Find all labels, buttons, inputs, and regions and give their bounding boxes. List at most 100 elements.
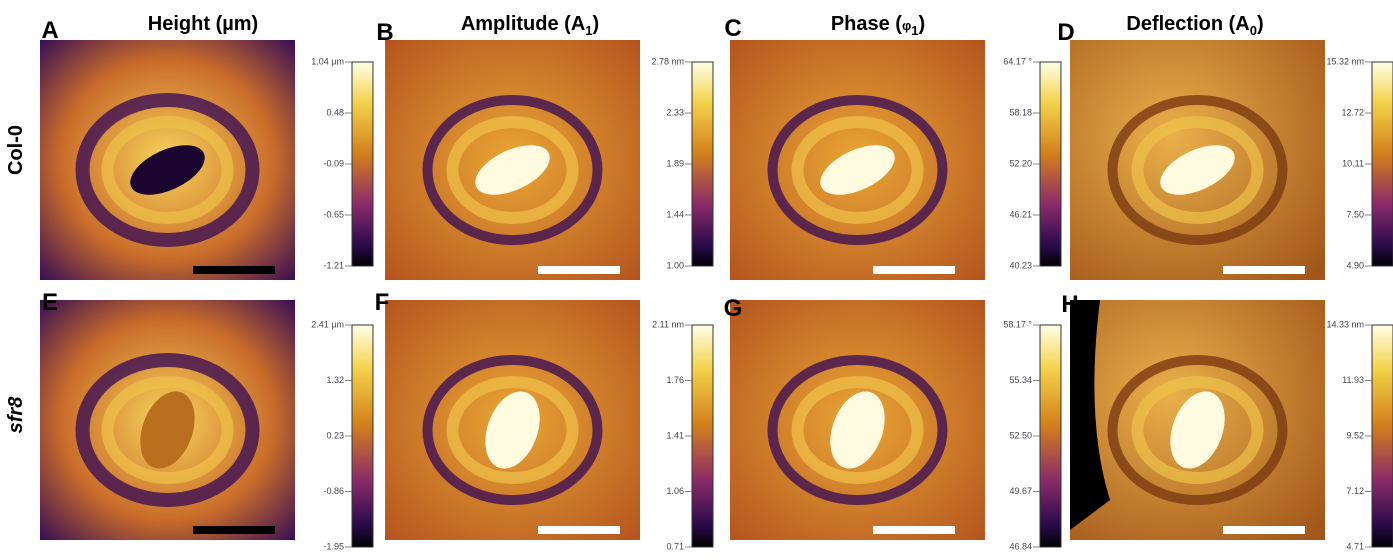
colorbar-tick-label: -1.21 <box>323 260 344 270</box>
colorbar-tick-label: 40.23 <box>1009 260 1032 270</box>
colorbar-tick-label: 0.71 <box>666 541 684 551</box>
stoma-pore <box>485 391 540 469</box>
scale-bar <box>538 266 620 274</box>
colorbar-tick-label: 1.32 <box>326 375 344 385</box>
colorbar-tick-label: 1.04 µm <box>311 56 344 66</box>
stoma-ring-inner <box>446 116 579 224</box>
stoma-ring-inner <box>1131 116 1264 224</box>
header-part: ) <box>919 13 926 35</box>
colorbar-tick-label: 46.21 <box>1009 209 1032 219</box>
header-part: 1 <box>585 23 592 38</box>
stoma-ring-inner <box>446 376 579 484</box>
colorbar-tick-label: 1.44 <box>666 209 684 219</box>
colorbar-tick-label: 2.33 <box>666 107 684 117</box>
colorbar <box>1039 61 1062 267</box>
colorbar-tick-label: 1.00 <box>666 260 684 270</box>
header-part: Phase ( <box>831 13 902 35</box>
colorbar-tick-label: 1.89 <box>666 158 684 168</box>
panel-letter: B <box>376 19 393 46</box>
colorbar-tick-label: -0.86 <box>323 486 344 496</box>
colorbar <box>1371 324 1393 548</box>
colorbar-tick-label: 52.50 <box>1009 430 1032 440</box>
header-part: ) <box>593 13 600 35</box>
colorbar-tick-label: 0.23 <box>326 430 344 440</box>
colorbar-tick-label: 2.41 µm <box>311 319 344 329</box>
colorbar <box>691 61 714 267</box>
stoma-pore <box>130 145 205 195</box>
colorbar-tick-label: 15.32 nm <box>1326 56 1364 66</box>
colorbar-tick-label: -0.65 <box>323 209 344 219</box>
scale-bar <box>873 526 955 534</box>
colorbar-tick-label: 12.72 <box>1341 107 1364 117</box>
stoma-ring-inner <box>101 116 234 224</box>
colorbar-tick-label: 1.41 <box>666 430 684 440</box>
colorbar-tick-label: 7.12 <box>1346 486 1364 496</box>
colorbar-tick-label: 14.33 nm <box>1326 319 1364 329</box>
colorbar-tick-label: 64.17 ° <box>1003 56 1032 66</box>
colorbar <box>351 61 374 267</box>
scale-bar <box>873 266 955 274</box>
colorbar-tick-label: 2.78 nm <box>651 56 684 66</box>
column-header: Amplitude (A1) <box>461 13 599 38</box>
stoma-ring-inner <box>791 376 924 484</box>
dark-edge <box>1070 300 1110 530</box>
colorbar-tick-label: 49.67 <box>1009 486 1032 496</box>
header-part: Amplitude (A <box>461 13 585 35</box>
row-label: Col-0 <box>5 125 27 175</box>
stoma-pore <box>475 145 550 195</box>
stoma-ring <box>767 95 948 245</box>
stoma-pore <box>140 391 195 469</box>
stoma-ring <box>422 355 603 505</box>
panel-letter: E <box>42 289 58 316</box>
colorbar <box>691 324 714 548</box>
scale-bar <box>1223 266 1305 274</box>
panel-letter: C <box>724 15 741 42</box>
colorbar-tick-label: 11.93 <box>1342 375 1364 385</box>
header-part: Deflection (A <box>1126 13 1249 35</box>
panel-letter: G <box>724 295 743 322</box>
panel-letter: A <box>41 17 58 44</box>
stoma-ring <box>422 95 603 245</box>
colorbar-tick-label: 58.17 ° <box>1003 319 1032 329</box>
scale-bar <box>193 526 275 534</box>
stoma-ring-inner <box>791 116 924 224</box>
row-label: sfr8 <box>5 396 27 434</box>
stoma-ring <box>1107 95 1288 245</box>
stoma-ring <box>75 353 260 507</box>
colorbar-tick-label: 1.06 <box>666 486 684 496</box>
header-part: ) <box>1257 13 1264 35</box>
colorbar-tick-label: 4.90 <box>1346 260 1364 270</box>
colorbar <box>1039 324 1062 548</box>
column-header: Height (µm) <box>148 13 258 35</box>
header-part: Height (µm) <box>148 13 258 35</box>
stoma-ring-inner <box>1131 376 1264 484</box>
stoma-ring <box>1107 355 1288 505</box>
panel-letter: H <box>1061 291 1078 318</box>
colorbar-tick-label: -0.09 <box>323 158 344 168</box>
stoma-ring <box>767 355 948 505</box>
header-part: φ <box>902 18 911 33</box>
column-header: Phase (φ1) <box>831 13 925 38</box>
stoma-pore <box>1170 391 1225 469</box>
colorbar-tick-label: 4.71 <box>1346 541 1364 551</box>
colorbar-tick-label: 55.34 <box>1009 375 1032 385</box>
colorbar <box>351 324 374 548</box>
colorbar <box>1371 61 1393 267</box>
colorbar-tick-label: 58.18 <box>1009 107 1032 117</box>
stoma-pore <box>830 391 885 469</box>
scale-bar <box>193 266 275 274</box>
panel-letter: F <box>375 289 390 316</box>
scale-bar <box>1223 526 1305 534</box>
colorbar-tick-label: 7.50 <box>1346 209 1364 219</box>
colorbar-tick-label: 0.48 <box>326 107 344 117</box>
colorbar-tick-label: 52.20 <box>1009 158 1032 168</box>
scale-bar <box>538 526 620 534</box>
panel-letter: D <box>1057 19 1074 46</box>
colorbar-tick-label: 9.52 <box>1346 430 1364 440</box>
stoma-ring-inner <box>101 376 234 484</box>
colorbar-tick-label: -1.95 <box>323 541 344 551</box>
colorbar-tick-label: 46.84 <box>1009 541 1032 551</box>
column-header: Deflection (A0) <box>1126 13 1263 38</box>
colorbar-tick-label: 10.11 <box>1342 158 1364 168</box>
